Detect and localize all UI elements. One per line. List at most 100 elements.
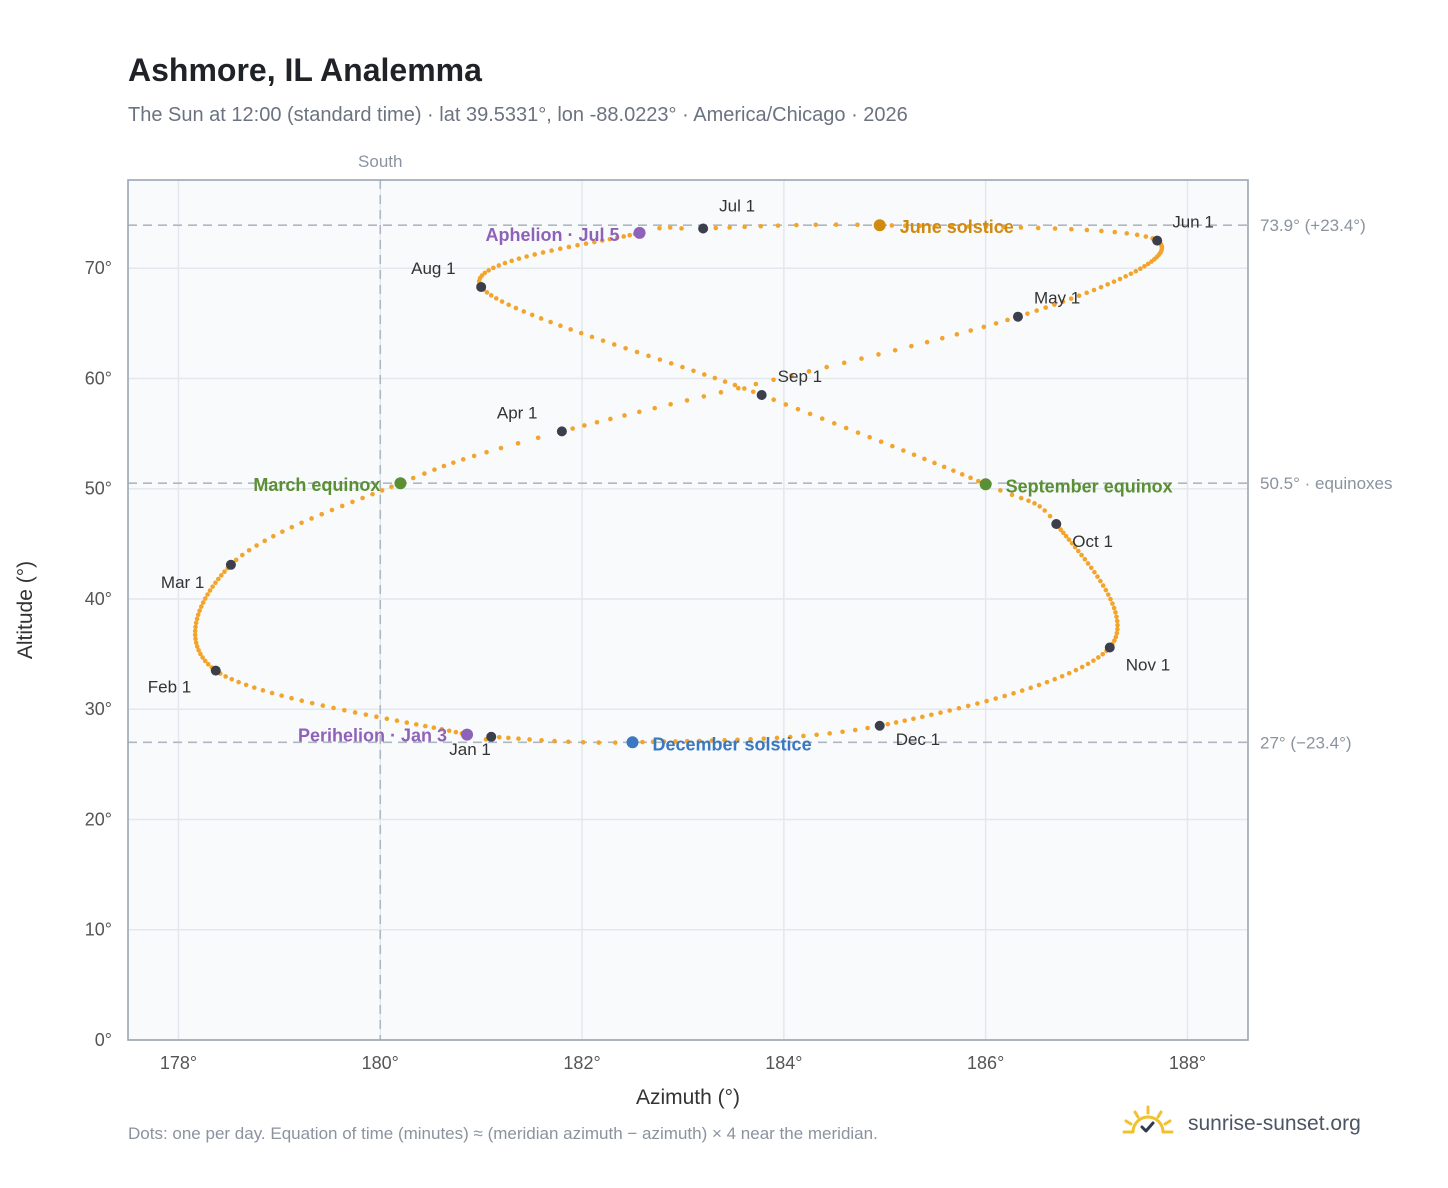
daily-sun-dot	[432, 467, 437, 472]
daily-sun-dot	[775, 223, 781, 228]
daily-sun-dot	[360, 495, 365, 501]
daily-sun-dot	[1085, 561, 1091, 566]
daily-sun-dot	[1044, 679, 1050, 685]
daily-sun-dot	[1069, 541, 1075, 546]
daily-sun-dot	[486, 268, 491, 273]
event-marker	[633, 226, 646, 239]
daily-sun-dot	[558, 323, 563, 329]
y-tick-label: 40°	[85, 589, 112, 609]
daily-sun-dot	[794, 222, 799, 228]
daily-sun-dot	[1098, 284, 1104, 290]
brand[interactable]: sunrise-sunset.org	[1120, 1104, 1361, 1144]
daily-sun-dot	[713, 225, 719, 231]
daily-sun-dot	[753, 381, 759, 387]
daily-sun-dot	[200, 655, 205, 660]
daily-sun-dot	[578, 330, 584, 336]
daily-sun-dot	[193, 620, 199, 626]
daily-sun-dot	[1058, 527, 1064, 532]
y-tick-label: 60°	[85, 368, 112, 388]
daily-sun-dot	[1001, 224, 1006, 230]
daily-sun-dot	[1108, 596, 1113, 602]
daily-sun-dot	[1105, 282, 1110, 287]
event-marker	[873, 219, 886, 232]
month-label: May 1	[1034, 289, 1080, 308]
daily-sun-dot	[566, 739, 571, 745]
daily-sun-dot	[1069, 226, 1074, 232]
daily-sun-dot	[202, 658, 208, 664]
daily-sun-dot	[954, 332, 960, 337]
x-tick-label: 188°	[1169, 1053, 1206, 1073]
event-label: June solstice	[900, 217, 1014, 237]
daily-sun-dot	[774, 735, 780, 741]
daily-sun-dot	[652, 405, 657, 411]
daily-sun-dot	[831, 421, 837, 426]
month-label: Sep 1	[778, 367, 822, 386]
daily-sun-dot	[627, 232, 633, 238]
daily-sun-dot	[1068, 296, 1074, 301]
event-label: Perihelion · Jan 3	[298, 726, 447, 746]
daily-sun-dot	[1052, 302, 1057, 307]
daily-sun-dot	[929, 712, 934, 718]
daily-sun-dot	[718, 390, 724, 395]
daily-sun-dot	[1082, 556, 1088, 562]
daily-sun-dot	[540, 250, 546, 255]
daily-sun-dot	[657, 226, 662, 231]
daily-sun-dot	[640, 739, 645, 745]
daily-sun-dot	[389, 484, 394, 490]
daily-sun-dot	[329, 507, 335, 513]
daily-sun-dot	[1096, 655, 1101, 660]
daily-sun-dot	[1026, 498, 1031, 504]
daily-sun-dot	[1018, 495, 1024, 501]
daily-sun-dot	[289, 524, 295, 530]
daily-sun-dot	[684, 398, 690, 403]
x-tick-label: 182°	[563, 1053, 600, 1073]
daily-sun-dot	[453, 729, 459, 735]
y-tick-label: 0°	[95, 1030, 112, 1050]
daily-sun-dot	[439, 726, 445, 732]
daily-sun-dot	[843, 425, 849, 431]
daily-sun-dot	[193, 636, 198, 642]
daily-sun-dot	[1112, 229, 1118, 235]
daily-sun-dot	[966, 224, 971, 229]
daily-sun-dot	[509, 258, 514, 264]
daily-sun-dot	[788, 373, 794, 378]
daily-sun-dot	[668, 361, 674, 366]
daily-sun-dot	[299, 520, 304, 526]
x-tick-label: 178°	[160, 1053, 197, 1073]
daily-sun-dot	[309, 516, 314, 521]
daily-sun-dot	[1035, 225, 1041, 231]
daily-sun-dot	[502, 260, 508, 266]
daily-sun-dot	[516, 736, 521, 741]
y-tick-label: 70°	[85, 258, 112, 278]
daily-sun-dot	[532, 252, 538, 257]
daily-sun-dot	[460, 457, 466, 462]
x-tick-label: 184°	[765, 1053, 802, 1073]
daily-sun-dot	[712, 375, 718, 381]
daily-sun-dot	[493, 296, 499, 301]
daily-sun-dot	[637, 409, 642, 415]
daily-sun-dot	[1037, 504, 1042, 509]
daily-sun-dot	[213, 580, 218, 586]
daily-sun-dot	[549, 248, 554, 253]
daily-sun-dot	[621, 234, 627, 239]
daily-sun-dot	[947, 708, 952, 713]
daily-sun-dot	[1113, 610, 1118, 615]
month-marker	[210, 665, 221, 676]
brand-name: sunrise-sunset.org	[1188, 1112, 1361, 1135]
daily-sun-dot	[570, 426, 575, 431]
daily-sun-dot	[271, 533, 276, 539]
daily-sun-dot	[1112, 638, 1117, 643]
daily-sun-dot	[1073, 667, 1079, 673]
daily-sun-dot	[289, 695, 294, 701]
daily-sun-dot	[783, 402, 789, 407]
daily-sun-dot	[876, 352, 881, 357]
daily-sun-dot	[413, 722, 419, 727]
daily-sun-dot	[761, 736, 767, 741]
daily-sun-dot	[981, 324, 987, 330]
daily-sun-dot	[195, 612, 201, 618]
daily-sun-dot	[516, 256, 522, 261]
daily-sun-dot	[299, 698, 305, 704]
daily-sun-dot	[374, 714, 379, 720]
daily-sun-dot	[320, 703, 326, 708]
